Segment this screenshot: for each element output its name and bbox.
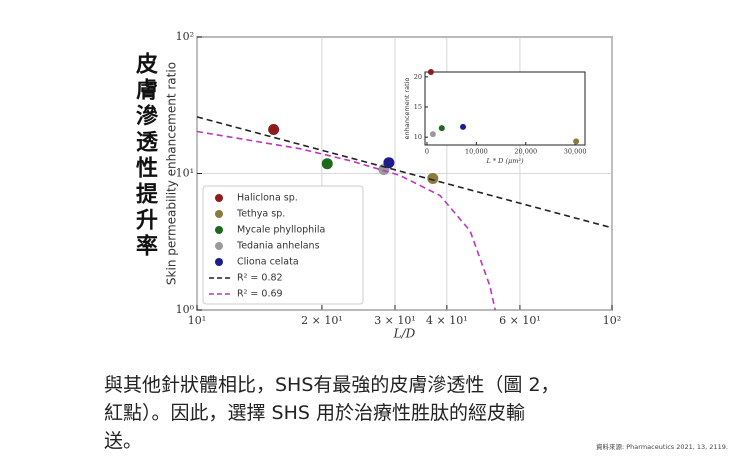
- y-tick-label: 20: [414, 73, 422, 81]
- source: 資料來源: Pharmaceutics 2021, 13, 2119.: [596, 443, 728, 451]
- y-axis-label: Skin permeability enhancement ratio: [165, 62, 179, 285]
- legend-label: R² = 0.69: [237, 289, 283, 300]
- x-tick-label: 3 × 10¹: [374, 314, 416, 327]
- side-label: 皮膚滲透性提升率: [132, 52, 157, 260]
- x-tick-label: 2 × 10¹: [301, 314, 343, 327]
- plot-frame: [424, 71, 586, 146]
- data-point: [268, 124, 280, 136]
- data-point: [429, 131, 436, 138]
- fit-line: [196, 116, 613, 229]
- x-tick-label: 10,000: [465, 148, 488, 156]
- x-tick-label: 30,000: [564, 148, 587, 156]
- legend-label: Haliclona sp.: [237, 193, 298, 204]
- data-point: [427, 69, 434, 75]
- caption-line: 紅點）。因此，選擇 SHS 用於治療性胜肽的經皮輸: [104, 402, 525, 424]
- data-point: [427, 172, 439, 184]
- x-tick-label: 20,000: [514, 148, 537, 156]
- legend-label: Tethya sp.: [236, 209, 285, 220]
- legend-box: [202, 185, 364, 305]
- x-tick-label: 10¹: [188, 314, 206, 327]
- x-tick-label: 4 × 10¹: [426, 314, 468, 327]
- y-tick-label: 10¹: [176, 167, 194, 180]
- legend-swatch: [215, 226, 223, 234]
- caption-line: 與其他針狀體相比，SHS有最強的皮膚滲透性（圖 2，: [104, 374, 560, 396]
- legend-swatch: [215, 210, 223, 218]
- legend-swatch: [215, 258, 223, 266]
- legend-swatch: [215, 194, 223, 202]
- x-axis-label: L/D: [393, 327, 416, 341]
- y-axis-label: enhancement ratio: [403, 77, 411, 139]
- data-point: [383, 157, 395, 169]
- x-tick-label: 0: [425, 148, 429, 156]
- y-tick-label: 10²: [176, 30, 194, 43]
- x-axis-label: L * D (μm²): [485, 157, 524, 165]
- legend-label: R² = 0.82: [237, 273, 283, 284]
- legend-swatch: [215, 242, 223, 250]
- data-point: [573, 138, 580, 145]
- legend-label: Tedania anhelans: [236, 241, 320, 252]
- fit-line: [196, 130, 496, 311]
- x-tick-label: 10²: [603, 314, 621, 327]
- y-tick-label: 15: [414, 103, 422, 111]
- legend-label: Mycale phyllophila: [237, 225, 325, 236]
- data-point: [438, 125, 445, 132]
- x-tick-label: 6 × 10¹: [499, 314, 541, 327]
- caption-line: 送。: [104, 430, 143, 452]
- y-tick-label: 10: [414, 133, 422, 141]
- data-point: [460, 123, 467, 130]
- data-point: [321, 158, 333, 170]
- legend-label: Cliona celata: [237, 257, 299, 268]
- chart: 10¹ 2 × 10¹ 3 × 10¹ 4 × 10¹ 6 × 10¹ 10²10⁰10¹…: [165, 30, 622, 341]
- y-tick-label: 10⁰: [176, 303, 195, 316]
